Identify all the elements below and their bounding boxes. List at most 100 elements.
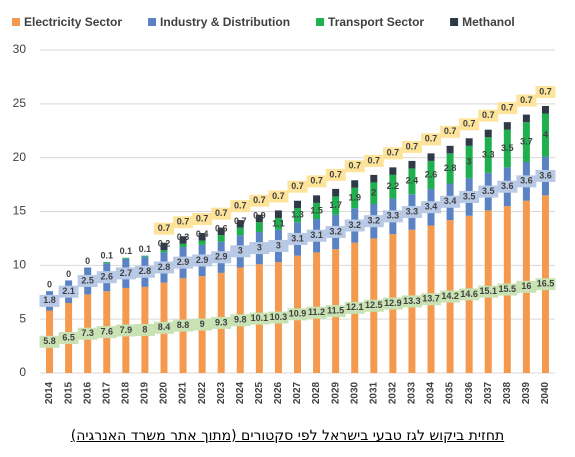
data-label: 16.5 — [537, 279, 555, 289]
data-label-bg — [440, 195, 461, 208]
bar-segment — [141, 255, 149, 257]
x-tick-label: 2016 — [82, 381, 93, 404]
data-label-bg — [39, 335, 60, 348]
data-label: 0.4 — [196, 229, 209, 239]
page: {"chart_data": {"type": "stacked_bar", "… — [12, 15, 556, 444]
bar-segment — [446, 153, 454, 184]
x-tick-label: 2014 — [44, 381, 55, 404]
bar-segment — [522, 114, 530, 123]
x-tick-label: 2015 — [63, 381, 74, 404]
data-label-bg — [39, 294, 60, 307]
data-label-bg — [363, 154, 384, 167]
data-label-bg — [382, 297, 403, 310]
data-label: 15.5 — [499, 284, 517, 294]
data-label-bg — [325, 225, 346, 238]
bar-segment — [351, 187, 359, 209]
data-label: 2.8 — [444, 163, 457, 173]
data-label: 0.7 — [444, 126, 457, 136]
data-label-bg — [192, 318, 213, 331]
data-label: 13.3 — [403, 296, 421, 306]
data-label: 0.7 — [482, 110, 495, 120]
caption: תחזית ביקוש לגז טבעי בישראל לפי סקטורים … — [70, 428, 505, 444]
data-label: 7.3 — [81, 328, 94, 338]
bar-segment — [122, 257, 130, 259]
data-label: 3.2 — [329, 226, 342, 236]
data-label: 3.4 — [425, 202, 438, 212]
data-label: 0.7 — [158, 223, 171, 233]
data-label: 2.6 — [101, 272, 114, 282]
data-label: 3.6 — [501, 181, 514, 191]
data-label: 2.5 — [81, 275, 94, 285]
bar-segment — [370, 182, 378, 204]
data-label: 3 — [276, 240, 281, 250]
data-label-bg — [440, 290, 461, 303]
data-label: 0.7 — [406, 141, 419, 151]
legend-label: Methanol — [462, 15, 515, 29]
data-label-bg — [115, 267, 136, 280]
data-label: 0.7 — [348, 161, 361, 171]
data-label: 0.9 — [253, 211, 266, 221]
data-label: 3.3 — [406, 206, 419, 216]
data-label-bg — [497, 283, 518, 296]
data-label: 8.8 — [177, 320, 190, 330]
data-label: 3.3 — [387, 211, 400, 221]
y-tick-label: 15 — [13, 204, 27, 218]
data-label: 0.7 — [215, 208, 228, 218]
data-label-bg — [249, 242, 270, 255]
data-label-bg — [344, 160, 365, 173]
data-label-bg — [344, 219, 365, 232]
bar-segment — [332, 196, 340, 215]
bar-segment — [541, 105, 549, 114]
data-label: 0.7 — [272, 191, 285, 201]
data-label: 1.1 — [272, 218, 285, 228]
data-label: 0.7 — [234, 200, 247, 210]
data-label-bg — [211, 207, 232, 220]
data-label: 12.9 — [384, 298, 402, 308]
data-label-bg — [153, 222, 174, 235]
bar-segment — [294, 208, 301, 223]
data-label: 0.1 — [120, 246, 133, 256]
data-label: 2.8 — [158, 262, 171, 272]
x-tick-label: 2034 — [426, 381, 437, 404]
data-label-bg — [153, 321, 174, 334]
data-label: 13.7 — [422, 294, 440, 304]
bar-segment — [236, 227, 244, 236]
bar-segment — [332, 188, 340, 197]
bar-segment — [313, 195, 321, 203]
data-label-bg — [230, 200, 251, 213]
data-label-bg — [268, 311, 289, 324]
data-label: 0.7 — [291, 181, 304, 191]
data-label-bg — [249, 194, 270, 207]
x-tick-label: 2026 — [273, 381, 284, 404]
y-tick-label: 10 — [13, 258, 27, 272]
data-label-bg — [497, 180, 518, 193]
data-label: 2.1 — [62, 286, 75, 296]
data-label-bg — [421, 133, 442, 146]
bar-segment — [255, 222, 263, 232]
bar-segment — [465, 145, 473, 179]
bar-segment — [465, 138, 473, 146]
legend-swatch — [316, 18, 325, 26]
x-tick-label: 2018 — [120, 381, 131, 404]
data-label: 0.7 — [463, 119, 476, 129]
data-label: 3.5 — [501, 143, 514, 153]
data-label: 0.7 — [539, 86, 552, 96]
bar-segment — [160, 250, 168, 253]
data-label-bg — [440, 125, 461, 138]
data-label-bg — [249, 312, 270, 325]
x-tick-label: 2039 — [521, 381, 532, 404]
data-label: 3 — [238, 246, 243, 256]
x-tick-label: 2033 — [407, 381, 418, 404]
data-label: 6.5 — [62, 332, 75, 342]
data-label-bg — [363, 215, 384, 228]
data-label: 0.7 — [177, 217, 190, 227]
data-label: 16 — [521, 281, 531, 291]
bar-segment — [427, 160, 435, 189]
bar-segment — [351, 180, 359, 188]
x-tick-label: 2020 — [159, 381, 170, 404]
bar-segment — [179, 236, 187, 244]
data-label-bg — [173, 319, 194, 332]
legend-swatch — [450, 18, 459, 26]
bar-segment — [503, 129, 511, 168]
data-label-bg — [287, 308, 308, 321]
